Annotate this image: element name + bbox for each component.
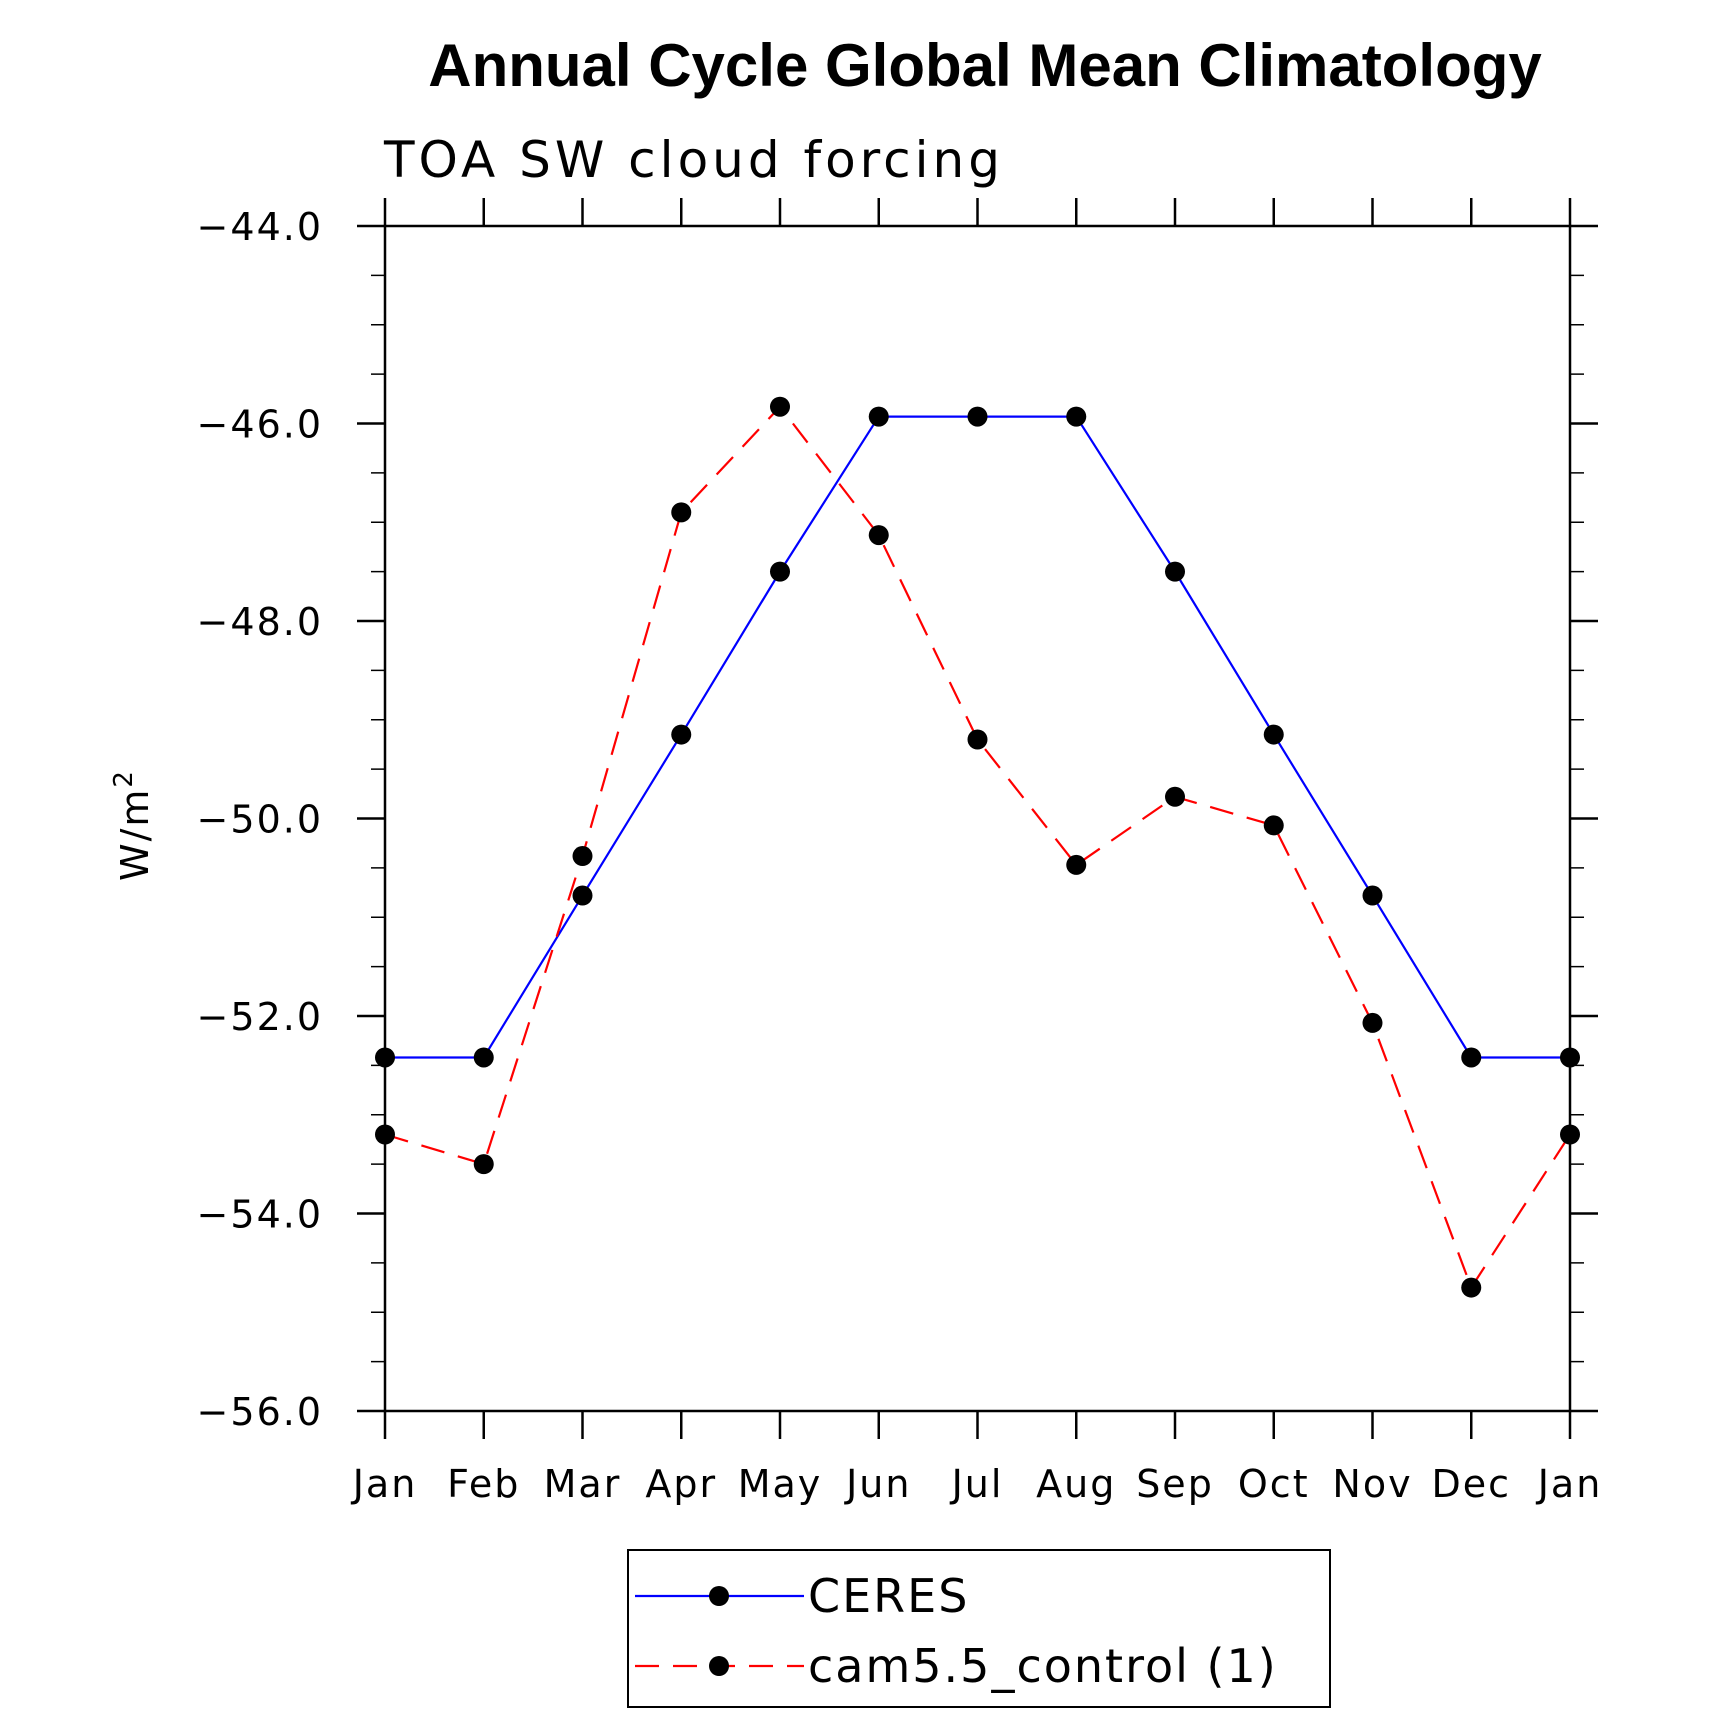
x-tick-label: May — [738, 1462, 823, 1506]
x-tick-label: Dec — [1431, 1462, 1511, 1506]
x-tick-label: Jan — [1536, 1462, 1603, 1506]
series-1-point — [1560, 1124, 1580, 1145]
y-tick-label: −56.0 — [197, 1390, 323, 1434]
series-0-point — [375, 1047, 395, 1068]
chart-subtitle: TOA SW cloud forcing — [383, 131, 1004, 189]
y-tick-label: −44.0 — [197, 205, 323, 249]
series-1-point — [375, 1124, 395, 1145]
series-1-point — [1461, 1277, 1482, 1298]
x-tick-label: Apr — [645, 1462, 717, 1506]
series-0-point — [1263, 724, 1284, 745]
y-tick-label: −52.0 — [197, 995, 323, 1039]
series-1-point — [967, 729, 988, 750]
plot-frame — [383, 224, 1572, 1413]
legend-box — [627, 1549, 1331, 1708]
y-tick-label: −48.0 — [197, 600, 323, 644]
legend-label-0: CERES — [808, 1569, 969, 1623]
series-0-point — [868, 406, 889, 427]
legend: CERES cam5.5_control (1) — [627, 1549, 1331, 1708]
legend-marker-0 — [709, 1586, 729, 1606]
series-1-point — [671, 502, 692, 523]
x-tick-label: Oct — [1238, 1462, 1310, 1506]
series-layer — [375, 396, 1580, 1298]
series-0-point — [967, 406, 988, 427]
y-tick-label: −54.0 — [197, 1193, 323, 1237]
x-tick-label: Sep — [1136, 1462, 1214, 1506]
x-axis: Jan Feb Mar Apr May Jun Jul Aug Sep Oct Nov Dec Jan — [351, 198, 1603, 1506]
x-tick-label: Jun — [844, 1462, 911, 1506]
series-1-point — [473, 1154, 494, 1175]
legend-label-1: cam5.5_control (1) — [808, 1639, 1278, 1693]
y-tick-label: −46.0 — [197, 403, 323, 447]
y-axis-label-text: W/m — [113, 788, 157, 881]
x-tick-label: Nov — [1332, 1462, 1412, 1506]
series-0-point — [1560, 1047, 1580, 1068]
series-1-point — [572, 846, 593, 867]
x-tick-label: Aug — [1036, 1462, 1116, 1506]
x-tick-label: Jan — [351, 1462, 418, 1506]
series-0-point — [572, 885, 593, 906]
y-axis: −44.0 −46.0 −48.0 −50.0 −52.0 −54.0 −56.0 — [197, 205, 1598, 1434]
y-axis-label: W/m2 — [109, 769, 157, 881]
series-1-point — [1362, 1012, 1383, 1033]
series-1-point — [1165, 786, 1185, 807]
chart-title: Annual Cycle Global Mean Climatology — [428, 32, 1542, 99]
x-tick-label: Jul — [950, 1462, 1004, 1506]
series-1-point — [770, 396, 790, 417]
series-1-point — [1263, 815, 1284, 836]
series-1-point — [1066, 854, 1087, 875]
y-tick-label: −50.0 — [197, 798, 323, 842]
y-axis-label-superscript: 2 — [109, 769, 139, 788]
x-tick-label: Feb — [447, 1462, 520, 1506]
series-0-point — [671, 724, 692, 745]
series-0-point — [770, 561, 790, 582]
plot-border — [383, 224, 1572, 1413]
x-tick-label: Mar — [544, 1462, 622, 1506]
series-line-1 — [384, 405, 1571, 1291]
series-0-point — [473, 1047, 494, 1068]
series-0-point — [1066, 406, 1087, 427]
legend-marker-1 — [709, 1656, 729, 1676]
series-0-point — [1165, 561, 1185, 582]
series-0-point — [1362, 885, 1383, 906]
series-0-point — [1461, 1047, 1482, 1068]
series-1-point — [868, 525, 889, 546]
